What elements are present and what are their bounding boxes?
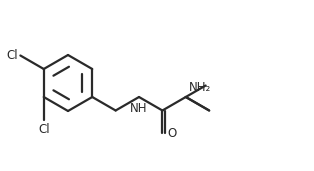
Text: O: O bbox=[167, 127, 177, 140]
Text: NH: NH bbox=[130, 102, 148, 115]
Text: NH₂: NH₂ bbox=[189, 81, 211, 94]
Text: Cl: Cl bbox=[38, 123, 50, 136]
Text: Cl: Cl bbox=[7, 49, 18, 62]
